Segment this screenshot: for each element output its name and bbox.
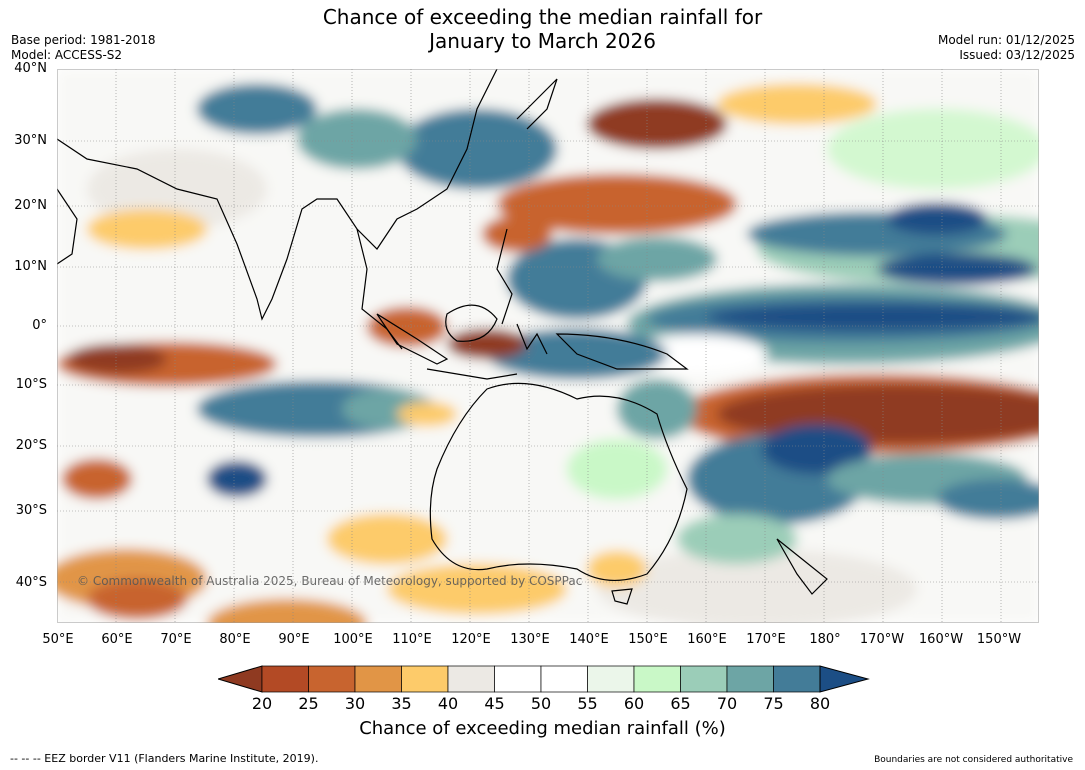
colorbar-segment-25-30 xyxy=(308,665,356,693)
lat-label-40s: 40°S xyxy=(15,575,47,590)
colorbar-arrow-high xyxy=(819,665,870,693)
rainfall-field xyxy=(57,69,1039,623)
colorbar-tick-45: 45 xyxy=(484,694,505,713)
lon-label-170e: 170°E xyxy=(746,632,786,647)
eez-note: -- -- -- EEZ border V11 (Flanders Marine… xyxy=(10,752,319,765)
lon-label-160e: 160°E xyxy=(687,632,727,647)
colorbar-segment-45-50 xyxy=(494,665,542,693)
lat-label-40n: 40°N xyxy=(14,61,47,76)
australia-coast xyxy=(429,382,688,582)
lon-label-110e: 110°E xyxy=(392,632,432,647)
colorbar-tick-75: 75 xyxy=(763,694,784,713)
lon-label-180: 180° xyxy=(809,632,841,647)
meta-right: Model run: 01/12/2025 Issued: 03/12/2025 xyxy=(938,33,1075,63)
colorbar-tick-70: 70 xyxy=(716,694,738,713)
lat-label-20s: 20°S xyxy=(15,438,47,453)
colorbar-tick-25: 25 xyxy=(298,694,319,713)
colorbar-arrow-low xyxy=(218,665,263,693)
model-run: Model run: 01/12/2025 xyxy=(937,33,1075,47)
japan-coast xyxy=(516,78,558,130)
lon-label-140e: 140°E xyxy=(569,632,609,647)
colorbar-segment-55-60 xyxy=(587,665,635,693)
new-guinea-coast xyxy=(555,333,689,370)
colorbar-segment-60-65 xyxy=(633,665,681,693)
colorbar-segment-70-75 xyxy=(726,665,774,693)
tasmania-coast xyxy=(611,588,633,605)
colorbar-tick-80: 80 xyxy=(809,694,831,713)
colorbar-tick-55: 55 xyxy=(577,694,598,713)
colorbar-segment-20-25 xyxy=(261,665,309,693)
lon-label-90e: 90°E xyxy=(278,632,310,647)
title-line-1: Chance of exceeding the median rainfall … xyxy=(322,5,763,29)
base-period: Base period: 1981-2018 xyxy=(11,33,156,47)
colorbar-segment-40-45 xyxy=(447,665,495,693)
colorbar-tick-35: 35 xyxy=(391,694,412,713)
lon-label-160w: 160°W xyxy=(918,632,964,647)
model-name: Model: ACCESS-S2 xyxy=(11,48,123,62)
philippines-coast xyxy=(496,228,513,325)
lon-label-50e: 50°E xyxy=(42,632,74,647)
lat-label-10n: 10°N xyxy=(14,259,47,274)
colorbar-tick-40: 40 xyxy=(437,694,459,713)
sulawesi-coast xyxy=(516,323,548,355)
sumatra-coast xyxy=(376,313,449,365)
lat-label-10s: 10°S xyxy=(15,377,47,392)
lon-label-130e: 130°E xyxy=(510,632,550,647)
java-coast xyxy=(426,368,518,380)
map-title: Chance of exceeding the median rainfall … xyxy=(0,5,1085,53)
copyright-watermark: © Commonwealth of Australia 2025, Bureau… xyxy=(77,574,582,588)
boundaries-note: Boundaries are not considered authoritat… xyxy=(874,755,1073,765)
lon-label-100e: 100°E xyxy=(333,632,373,647)
colorbar-segment-35-40 xyxy=(401,665,449,693)
new-zealand-coast xyxy=(776,538,828,595)
lat-label-20n: 20°N xyxy=(14,198,47,213)
title-line-2: January to March 2026 xyxy=(429,29,656,53)
lon-label-150w: 150°W xyxy=(976,632,1022,647)
colorbar-tick-65: 65 xyxy=(670,694,691,713)
colorbar-tick-30: 30 xyxy=(344,694,366,713)
lon-label-170w: 170°W xyxy=(859,632,905,647)
colorbar-segment-30-35 xyxy=(354,665,402,693)
colorbar-label: Chance of exceeding median rainfall (%) xyxy=(359,718,726,739)
rainfall-map: © Commonwealth of Australia 2025, Bureau… xyxy=(57,69,1039,623)
colorbar-tick-50: 50 xyxy=(530,694,552,713)
coastlines xyxy=(57,69,828,605)
lon-label-150e: 150°E xyxy=(628,632,668,647)
lat-label-30n: 30°N xyxy=(14,133,47,148)
lon-label-70e: 70°E xyxy=(160,632,192,647)
colorbar-segment-50-55 xyxy=(540,665,588,693)
borneo-coast xyxy=(445,304,498,342)
colorbar-tick-20: 20 xyxy=(251,694,273,713)
meta-left: Base period: 1981-2018 Model: ACCESS-S2 xyxy=(11,33,156,63)
lon-label-80e: 80°E xyxy=(219,632,251,647)
graticule xyxy=(57,69,1039,623)
lon-label-120e: 120°E xyxy=(451,632,491,647)
colorbar-segment-75-80 xyxy=(773,665,821,693)
colorbar-tick-60: 60 xyxy=(623,694,645,713)
colorbar xyxy=(218,665,870,693)
lat-label-30s: 30°S xyxy=(15,503,47,518)
colorbar-segment-65-70 xyxy=(680,665,728,693)
issued-date: Issued: 03/12/2025 xyxy=(959,48,1075,62)
lon-label-60e: 60°E xyxy=(101,632,133,647)
lat-label-equator: 0° xyxy=(32,318,47,333)
